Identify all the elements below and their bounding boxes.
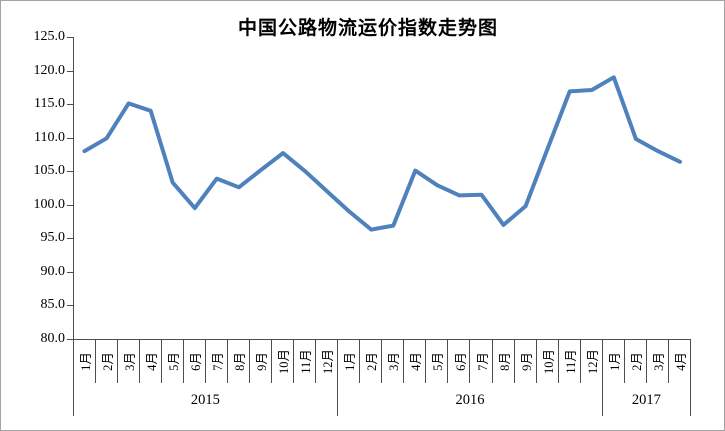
- year-cell: 2015: [74, 339, 339, 416]
- month-cell: 9月: [515, 339, 537, 383]
- month-cell: 4月: [140, 339, 162, 383]
- year-cell: 2016: [338, 339, 603, 416]
- y-axis-tick: [67, 137, 74, 139]
- month-cell: 3月: [382, 339, 405, 383]
- freight-index-line: [82, 75, 682, 232]
- month-cell: 9月: [250, 339, 272, 383]
- y-axis-tick: [67, 104, 74, 106]
- month-cell: 7月: [470, 339, 493, 383]
- y-axis-tick: [67, 271, 74, 273]
- y-axis-label: 100.0: [33, 196, 66, 212]
- month-cell: 8月: [493, 339, 515, 383]
- y-axis-tick: [67, 305, 74, 307]
- month-cell: 1月: [74, 339, 96, 383]
- y-axis-tick: [67, 37, 74, 38]
- chart-title: 中国公路物流运价指数走势图: [237, 18, 498, 39]
- y-axis-label: 85.0: [40, 297, 66, 313]
- month-cell: 4月: [404, 339, 427, 383]
- y-axis-tick: [67, 238, 74, 240]
- y-axis-tick: [67, 171, 74, 173]
- month-cell: 11月: [294, 339, 317, 383]
- y-axis-tick: [67, 339, 74, 340]
- month-cell: 1月: [603, 339, 625, 383]
- y-axis-tick: [67, 70, 74, 72]
- month-cell: 11月: [559, 339, 581, 383]
- y-axis-line: [73, 37, 74, 416]
- month-cell: 10月: [537, 339, 559, 383]
- month-cell: 2月: [96, 339, 118, 383]
- year-label: 2017: [631, 392, 661, 408]
- y-axis-label: 95.0: [40, 230, 66, 246]
- month-cell: 7月: [206, 339, 228, 383]
- month-cell: 3月: [118, 339, 140, 383]
- year-label: 2015: [190, 392, 220, 408]
- y-axis-label: 125.0: [33, 29, 66, 44]
- month-cell: 6月: [184, 339, 206, 383]
- month-cell: 5月: [162, 339, 184, 383]
- month-cell: 10月: [272, 339, 295, 383]
- y-axis-label: 110.0: [34, 129, 65, 145]
- month-cell: 6月: [448, 339, 471, 383]
- y-axis-label: 105.0: [33, 163, 66, 179]
- y-axis-label: 120.0: [33, 62, 66, 78]
- y-axis-label: 115.0: [34, 96, 65, 112]
- x-axis-line: [67, 339, 691, 340]
- month-cell: 2月: [625, 339, 647, 383]
- year-label: 2016: [455, 392, 485, 408]
- y-axis-label: 80.0: [40, 331, 66, 346]
- month-cell: 2月: [360, 339, 383, 383]
- year-cell: 2017: [603, 339, 691, 416]
- month-cell: 8月: [228, 339, 250, 383]
- y-axis-label: 90.0: [40, 263, 66, 279]
- month-cell: 1月: [338, 339, 361, 383]
- month-cell: 5月: [426, 339, 449, 383]
- y-axis-tick: [67, 204, 74, 206]
- month-cell: 3月: [647, 339, 669, 383]
